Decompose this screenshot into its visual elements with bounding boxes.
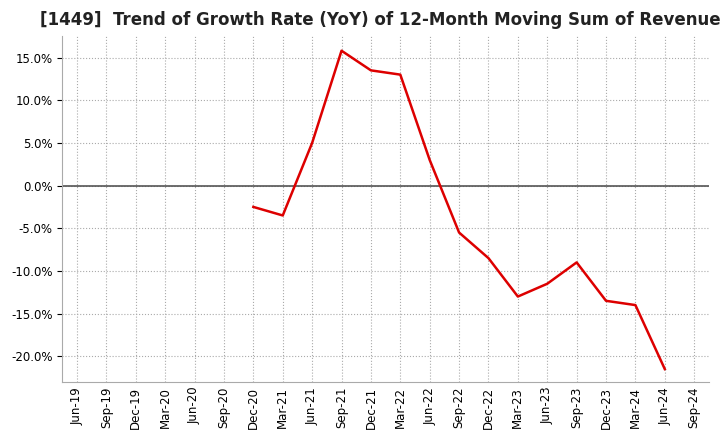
Title: [1449]  Trend of Growth Rate (YoY) of 12-Month Moving Sum of Revenues: [1449] Trend of Growth Rate (YoY) of 12-…	[40, 11, 720, 29]
